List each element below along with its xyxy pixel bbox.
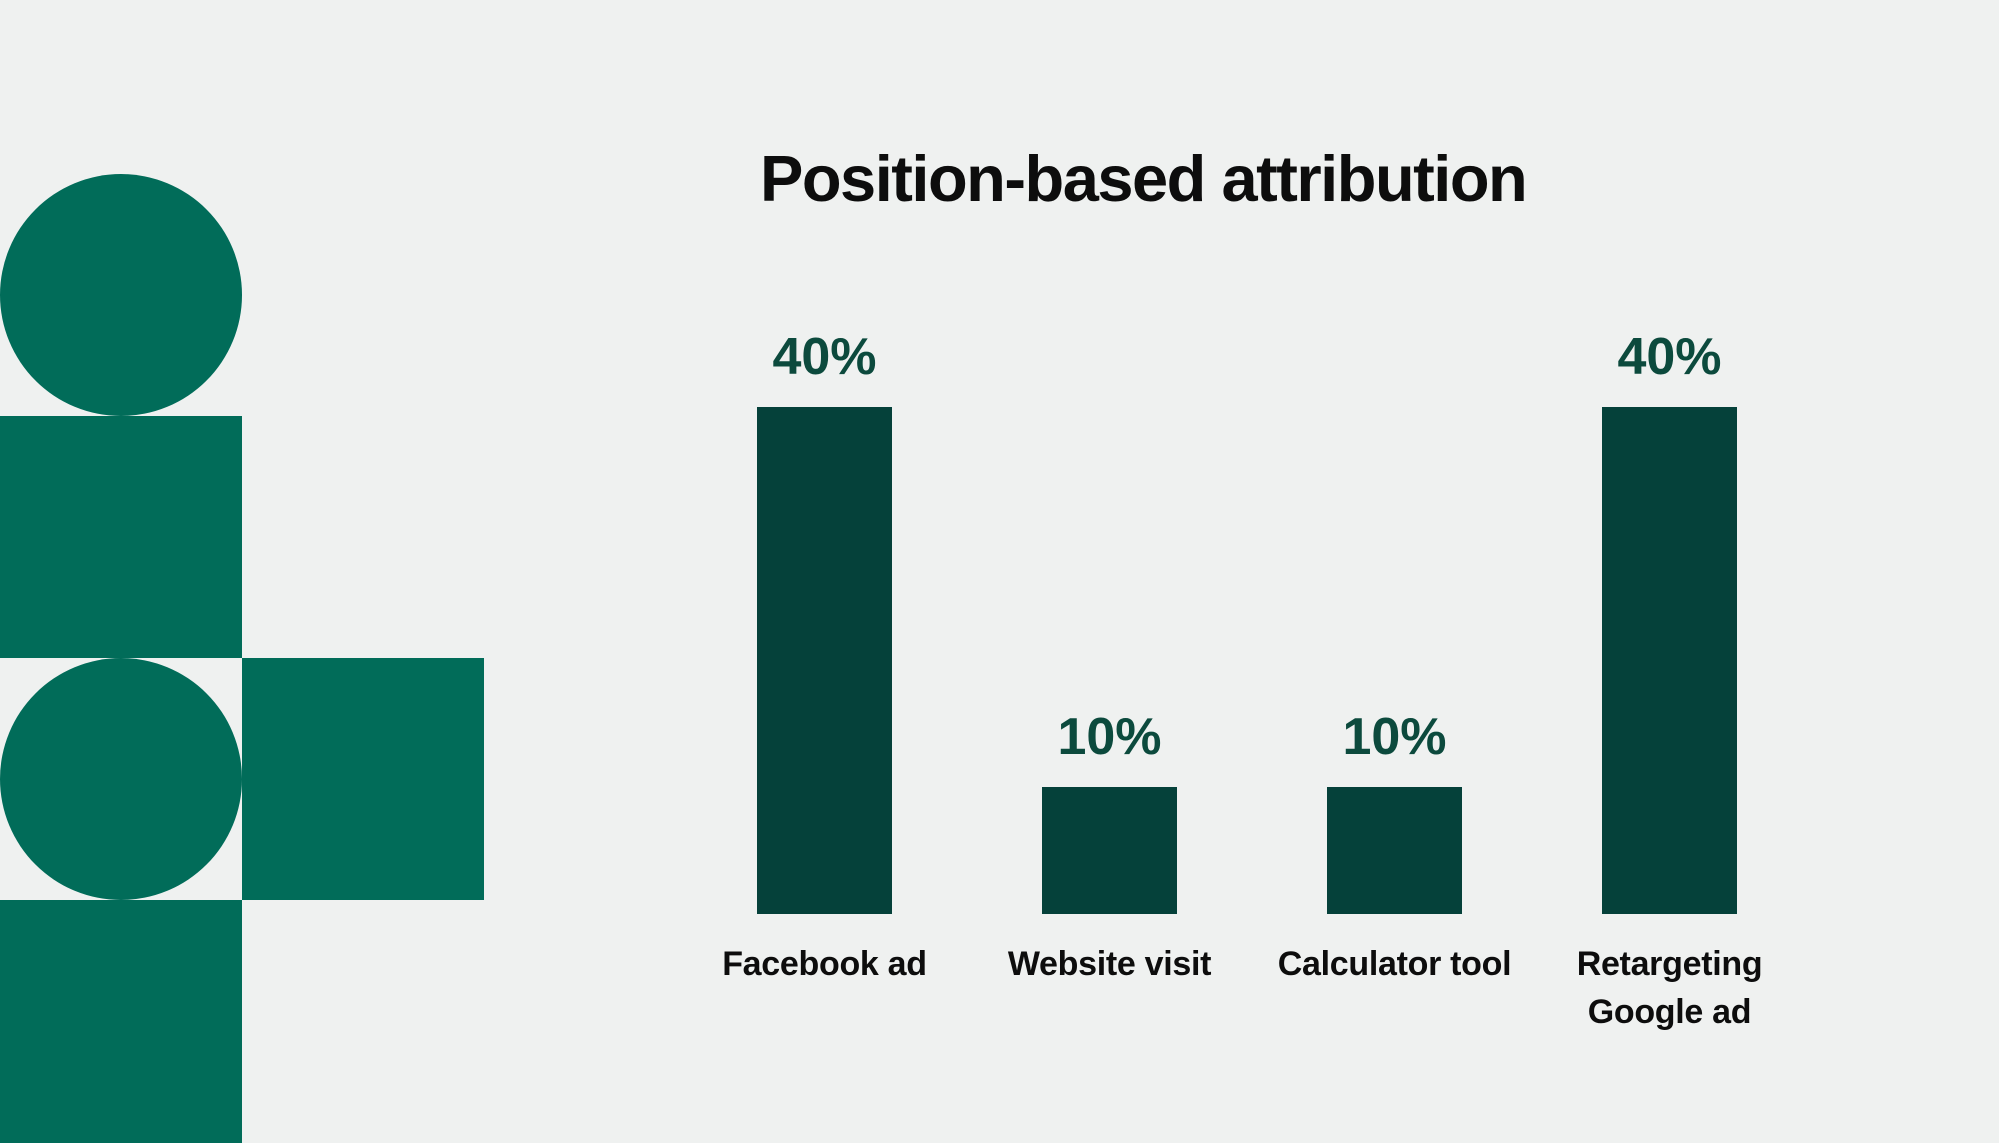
bar-category-label-line: Google ad: [1587, 993, 1752, 1032]
bar-value-label: 10%: [1057, 708, 1162, 766]
bar-category-label-line: Calculator tool: [1277, 945, 1512, 983]
bar-value-label: 10%: [1342, 708, 1447, 766]
bar-category-label-line: Website visit: [1007, 945, 1212, 983]
bar: [757, 407, 892, 914]
bar-category-label: Facebook ad: [665, 940, 985, 988]
bar-value-label: 40%: [772, 328, 877, 386]
bar-value-label: 40%: [1617, 328, 1722, 386]
bar-column: 40% Retargeting Google ad: [1577, 0, 1763, 1031]
chart-title: Position-based attribution: [760, 142, 1528, 215]
bar: [1042, 787, 1177, 914]
bar-category-label: Website visit: [950, 940, 1270, 988]
bar-category-label: Calculator tool: [1235, 940, 1555, 988]
bar-column: 10% Calculator tool: [1278, 0, 1512, 983]
bar-column: 10% Website visit: [1008, 0, 1212, 983]
bar-column: 40% Facebook ad: [722, 0, 927, 983]
bar-category-label: Retargeting Google ad: [1510, 940, 1830, 1037]
bar: [1602, 407, 1737, 914]
bar-category-label-line: Facebook ad: [722, 945, 927, 983]
bar: [1327, 787, 1462, 914]
bar-category-label-line: Retargeting: [1576, 945, 1763, 983]
